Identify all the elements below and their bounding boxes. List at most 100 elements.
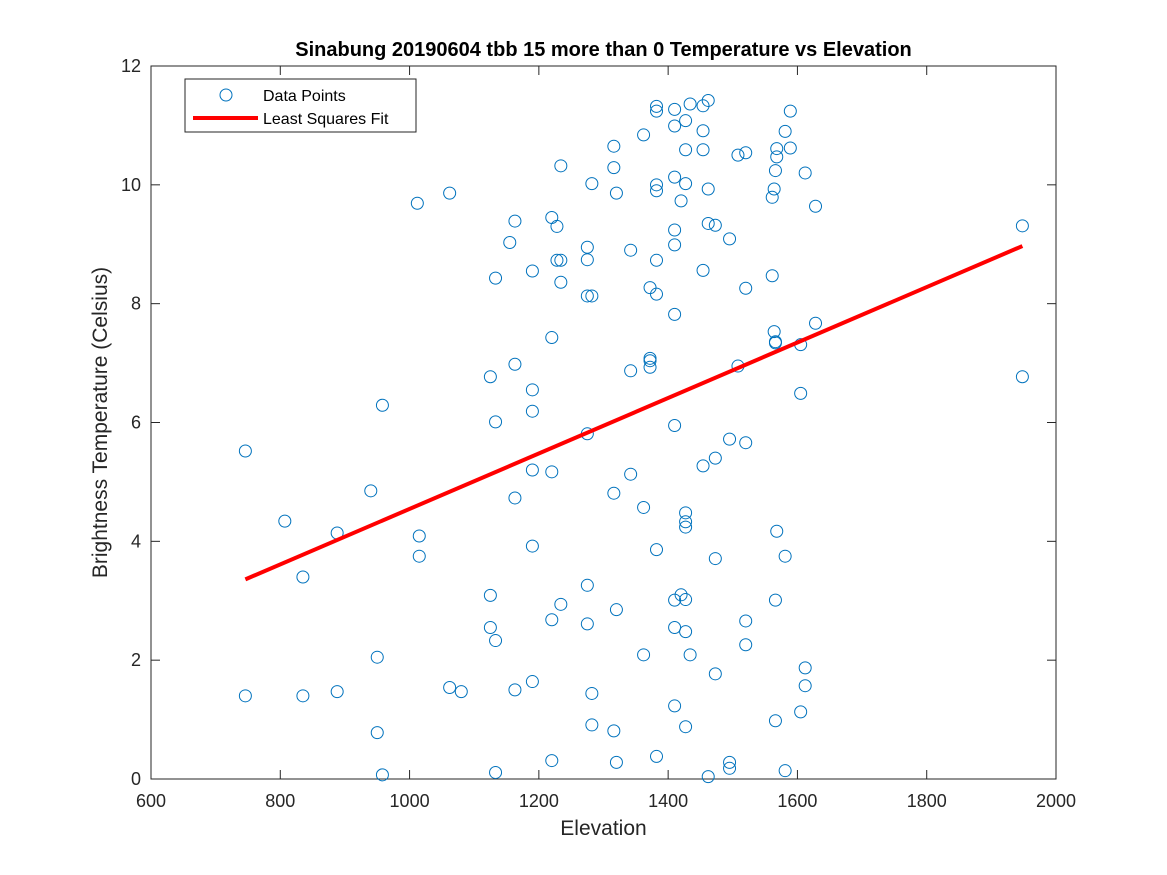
data-point — [679, 625, 693, 639]
series-layer — [238, 93, 1029, 784]
x-tick-label: 600 — [136, 791, 166, 811]
y-tick-label: 4 — [131, 531, 141, 551]
data-point — [483, 620, 497, 634]
x-tick-label: 800 — [265, 791, 295, 811]
data-point — [370, 650, 384, 664]
data-point — [683, 97, 697, 111]
x-axis-label: Elevation — [560, 817, 646, 840]
data-point — [783, 141, 797, 155]
data-point — [1015, 219, 1029, 233]
data-point — [739, 146, 753, 160]
data-point — [624, 364, 638, 378]
data-point — [768, 714, 782, 728]
data-point — [650, 287, 664, 301]
data-point — [668, 119, 682, 133]
data-point — [545, 754, 559, 768]
data-point — [674, 588, 688, 602]
data-point — [637, 128, 651, 142]
data-point — [580, 253, 594, 267]
data-point — [794, 386, 808, 400]
least-squares-fit-line — [244, 244, 1024, 582]
data-point — [454, 685, 468, 699]
data-point — [607, 724, 621, 738]
data-point — [545, 331, 559, 345]
data-point — [809, 316, 823, 330]
data-point — [483, 370, 497, 384]
data-point — [650, 749, 664, 763]
data-point — [668, 170, 682, 184]
data-point — [238, 444, 252, 458]
data-point — [525, 383, 539, 397]
data-point — [607, 139, 621, 153]
data-point — [585, 289, 599, 303]
data-point — [609, 186, 623, 200]
data-point — [696, 459, 710, 473]
data-point — [607, 161, 621, 175]
data-point — [708, 552, 722, 566]
data-point — [370, 726, 384, 740]
data-point — [739, 436, 753, 450]
data-point — [525, 675, 539, 689]
data-point — [508, 357, 522, 371]
data-point — [554, 253, 568, 267]
data-point — [650, 543, 664, 557]
y-tick-label: 0 — [131, 769, 141, 789]
data-point — [643, 360, 657, 374]
data-point — [489, 634, 503, 648]
x-tick-label: 1200 — [519, 791, 559, 811]
data-point — [443, 680, 457, 694]
data-point — [679, 177, 693, 191]
data-point — [768, 336, 782, 350]
data-point — [701, 216, 715, 230]
data-point — [798, 661, 812, 675]
data-point — [679, 143, 693, 157]
y-tick-label: 2 — [131, 650, 141, 670]
data-point — [768, 164, 782, 178]
data-point — [708, 451, 722, 465]
data-point — [723, 232, 737, 246]
data-point — [330, 685, 344, 699]
x-tick-label: 1000 — [390, 791, 430, 811]
x-tick-label: 1600 — [777, 791, 817, 811]
data-point — [765, 190, 779, 204]
x-axis: 600 800 1000 1200 1400 1600 1800 2000 — [136, 66, 1076, 811]
x-tick-label: 1400 — [648, 791, 688, 811]
data-point — [637, 500, 651, 514]
data-point — [683, 648, 697, 662]
data-point — [554, 159, 568, 173]
data-point — [696, 143, 710, 157]
x-tick-label: 1800 — [907, 791, 947, 811]
legend-marker-data-points — [219, 88, 233, 102]
data-point — [525, 264, 539, 278]
data-point — [545, 613, 559, 627]
data-point — [794, 705, 808, 719]
plot-area: 600 800 1000 1200 1400 1600 1800 2000 0 2 4 6 8 10 12 — [121, 56, 1076, 811]
data-point — [550, 219, 564, 233]
chart-title: Sinabung 20190604 tbb 15 more than 0 Tem… — [295, 39, 912, 61]
data-point — [580, 578, 594, 592]
y-tick-label: 8 — [131, 294, 141, 314]
data-point — [674, 194, 688, 208]
data-point — [723, 755, 737, 769]
data-point — [708, 667, 722, 681]
data-point — [375, 768, 389, 782]
data-point — [696, 99, 710, 113]
data-point — [668, 223, 682, 237]
x-tick-label: 2000 — [1036, 791, 1076, 811]
data-point — [508, 683, 522, 697]
data-point — [668, 102, 682, 116]
data-point — [525, 404, 539, 418]
legend-label-least-squares-fit: Least Squares Fit — [263, 111, 389, 128]
y-axis-label: Brightness Temperature (Celsius) — [89, 267, 112, 578]
axes-box — [150, 65, 1057, 780]
y-tick-label: 10 — [121, 175, 141, 195]
data-point — [708, 218, 722, 232]
data-point — [637, 648, 651, 662]
data-point — [765, 269, 779, 283]
data-point — [767, 325, 781, 339]
data-point — [679, 520, 693, 534]
data-point — [580, 289, 594, 303]
data-point — [731, 148, 745, 162]
data-point — [503, 235, 517, 249]
data-point — [550, 253, 564, 267]
